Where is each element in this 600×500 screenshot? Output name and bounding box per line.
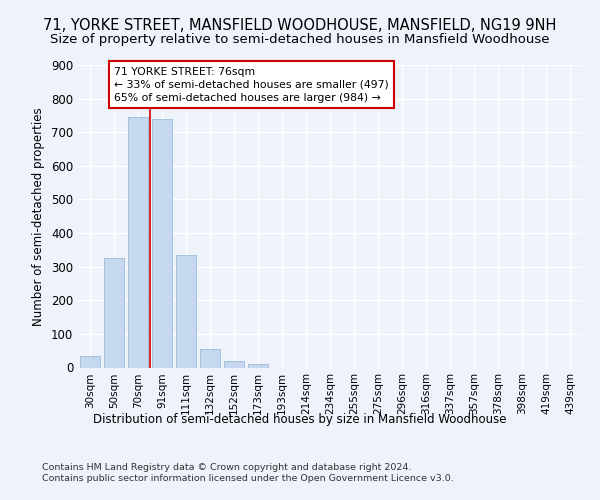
Text: Distribution of semi-detached houses by size in Mansfield Woodhouse: Distribution of semi-detached houses by … bbox=[93, 412, 507, 426]
Y-axis label: Number of semi-detached properties: Number of semi-detached properties bbox=[32, 107, 46, 326]
Bar bbox=[176, 255, 196, 368]
Bar bbox=[200, 349, 220, 368]
Text: Contains HM Land Registry data © Crown copyright and database right 2024.: Contains HM Land Registry data © Crown c… bbox=[42, 462, 412, 471]
Bar bbox=[224, 361, 244, 368]
Bar bbox=[152, 119, 172, 368]
Bar bbox=[80, 356, 100, 368]
Bar bbox=[104, 258, 124, 368]
Bar bbox=[128, 117, 148, 368]
Text: Size of property relative to semi-detached houses in Mansfield Woodhouse: Size of property relative to semi-detach… bbox=[50, 32, 550, 46]
Text: 71, YORKE STREET, MANSFIELD WOODHOUSE, MANSFIELD, NG19 9NH: 71, YORKE STREET, MANSFIELD WOODHOUSE, M… bbox=[43, 18, 557, 32]
Bar bbox=[248, 364, 268, 368]
Text: 71 YORKE STREET: 76sqm
← 33% of semi-detached houses are smaller (497)
65% of se: 71 YORKE STREET: 76sqm ← 33% of semi-det… bbox=[114, 66, 389, 103]
Text: Contains public sector information licensed under the Open Government Licence v3: Contains public sector information licen… bbox=[42, 474, 454, 483]
